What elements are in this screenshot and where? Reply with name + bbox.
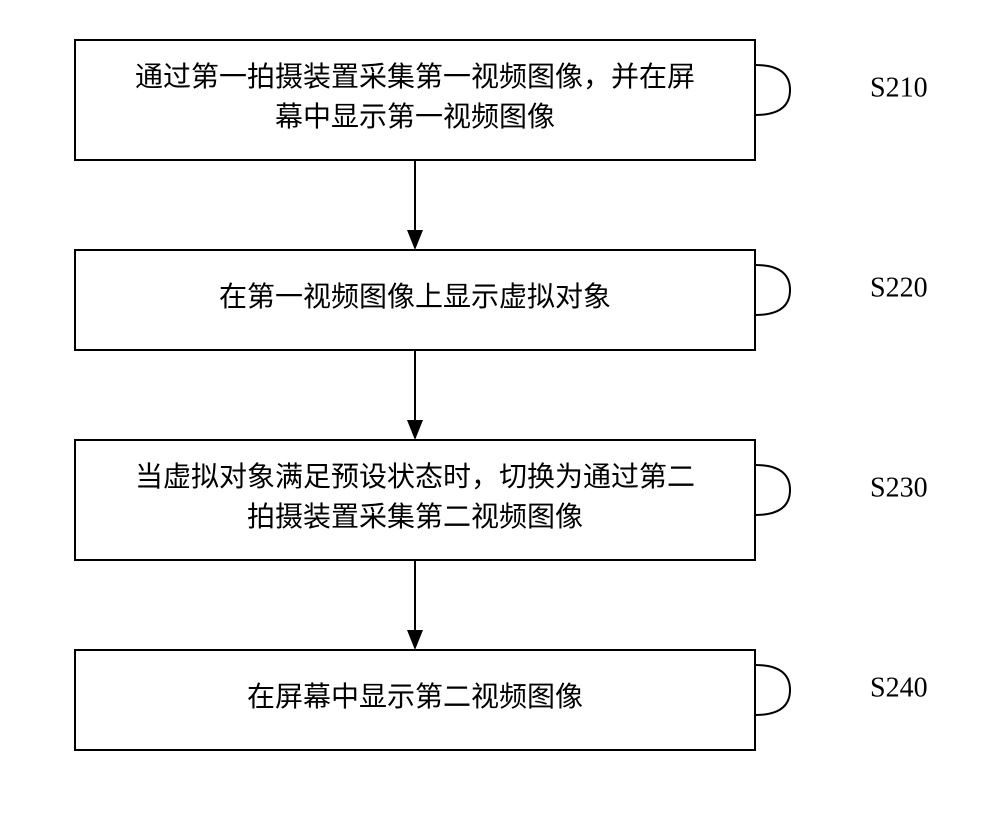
step-label: S230 xyxy=(870,472,928,503)
step-box xyxy=(75,40,755,160)
step-label: S210 xyxy=(870,72,928,103)
step-text: 在屏幕中显示第二视频图像 xyxy=(247,681,583,713)
step-label: S220 xyxy=(870,272,928,303)
flowchart-canvas: 通过第一拍摄装置采集第一视频图像，并在屏幕中显示第一视频图像S210在第一视频图… xyxy=(0,0,1000,825)
step-label: S240 xyxy=(870,672,928,703)
step-text: 在第一视频图像上显示虚拟对象 xyxy=(219,281,611,313)
step-box xyxy=(75,440,755,560)
